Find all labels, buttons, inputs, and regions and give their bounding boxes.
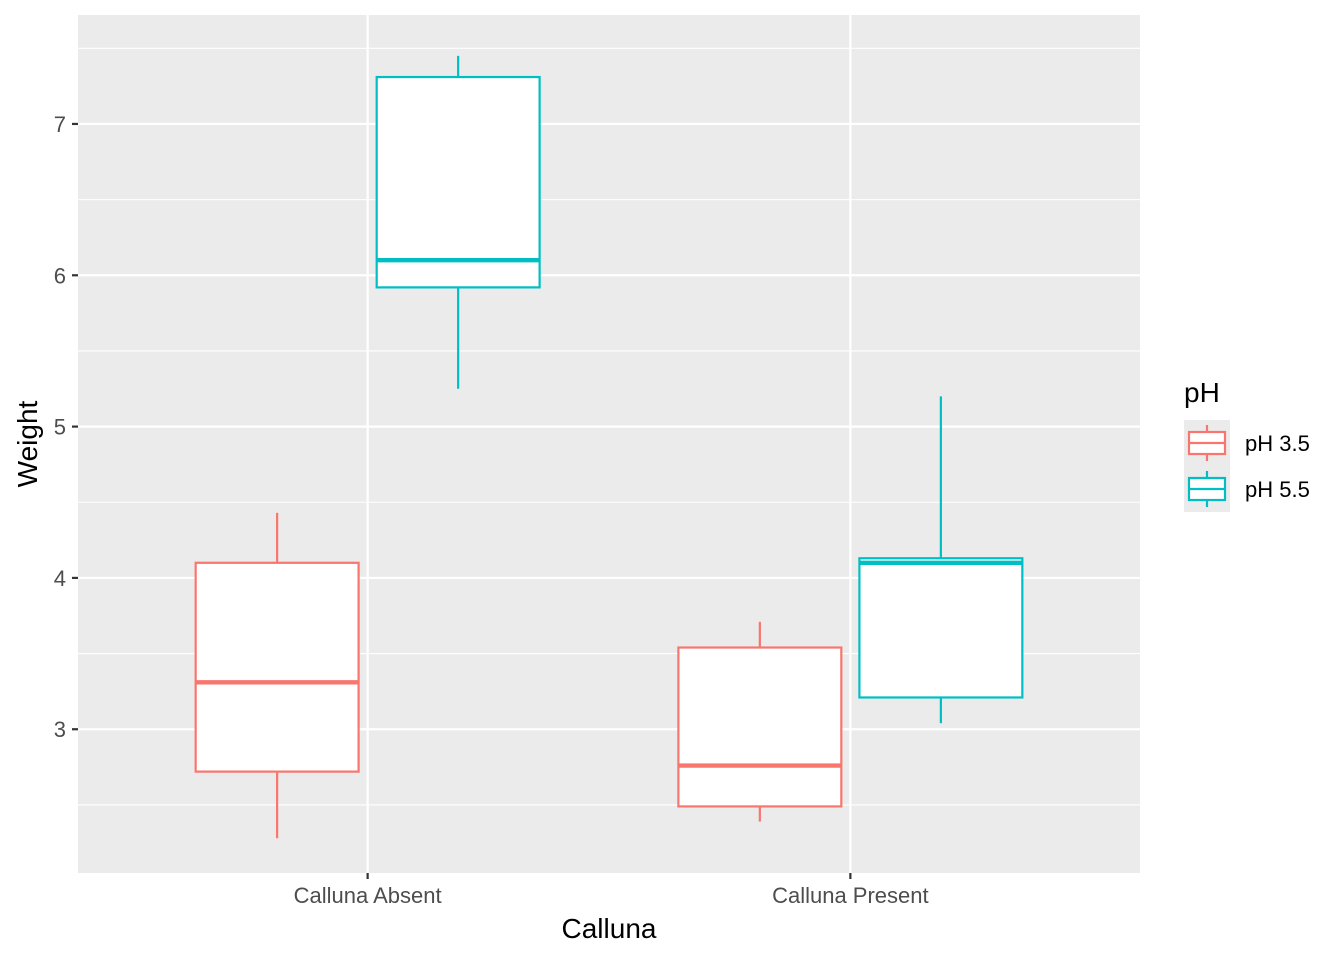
x-tick-label: Calluna Present [772,883,929,908]
legend: pH pH 3.5 pH 5.5 [1184,377,1310,512]
y-tick-label: 4 [54,566,66,591]
x-tick-label: Calluna Absent [294,883,442,908]
box-body [375,75,541,289]
y-axis-title: Weight [12,400,43,487]
box-ph-5.5-calluna-absent [375,55,541,389]
legend-label: pH 5.5 [1245,477,1310,502]
box-ph-3.5-calluna-present [677,621,843,822]
box-body [858,557,1024,699]
y-tick-label: 6 [54,263,66,288]
legend-item: pH 5.5 [1187,471,1310,507]
y-tick-label: 5 [54,415,66,440]
x-axis: Calluna Absent Calluna Present [294,873,929,908]
box-body [194,561,360,773]
legend-title: pH [1184,377,1220,408]
minor-gridlines [78,47,1140,806]
box-ph-3.5-calluna-absent [194,512,360,839]
legend-item: pH 3.5 [1187,425,1310,461]
x-axis-title: Calluna [562,913,657,944]
y-tick-label: 7 [54,112,66,137]
box-body [677,646,843,808]
legend-label: pH 3.5 [1245,431,1310,456]
y-axis: 3 4 5 6 7 [54,112,78,742]
box-ph-5.5-calluna-present [858,396,1024,724]
y-tick-label: 3 [54,717,66,742]
box-layer [194,55,1024,839]
